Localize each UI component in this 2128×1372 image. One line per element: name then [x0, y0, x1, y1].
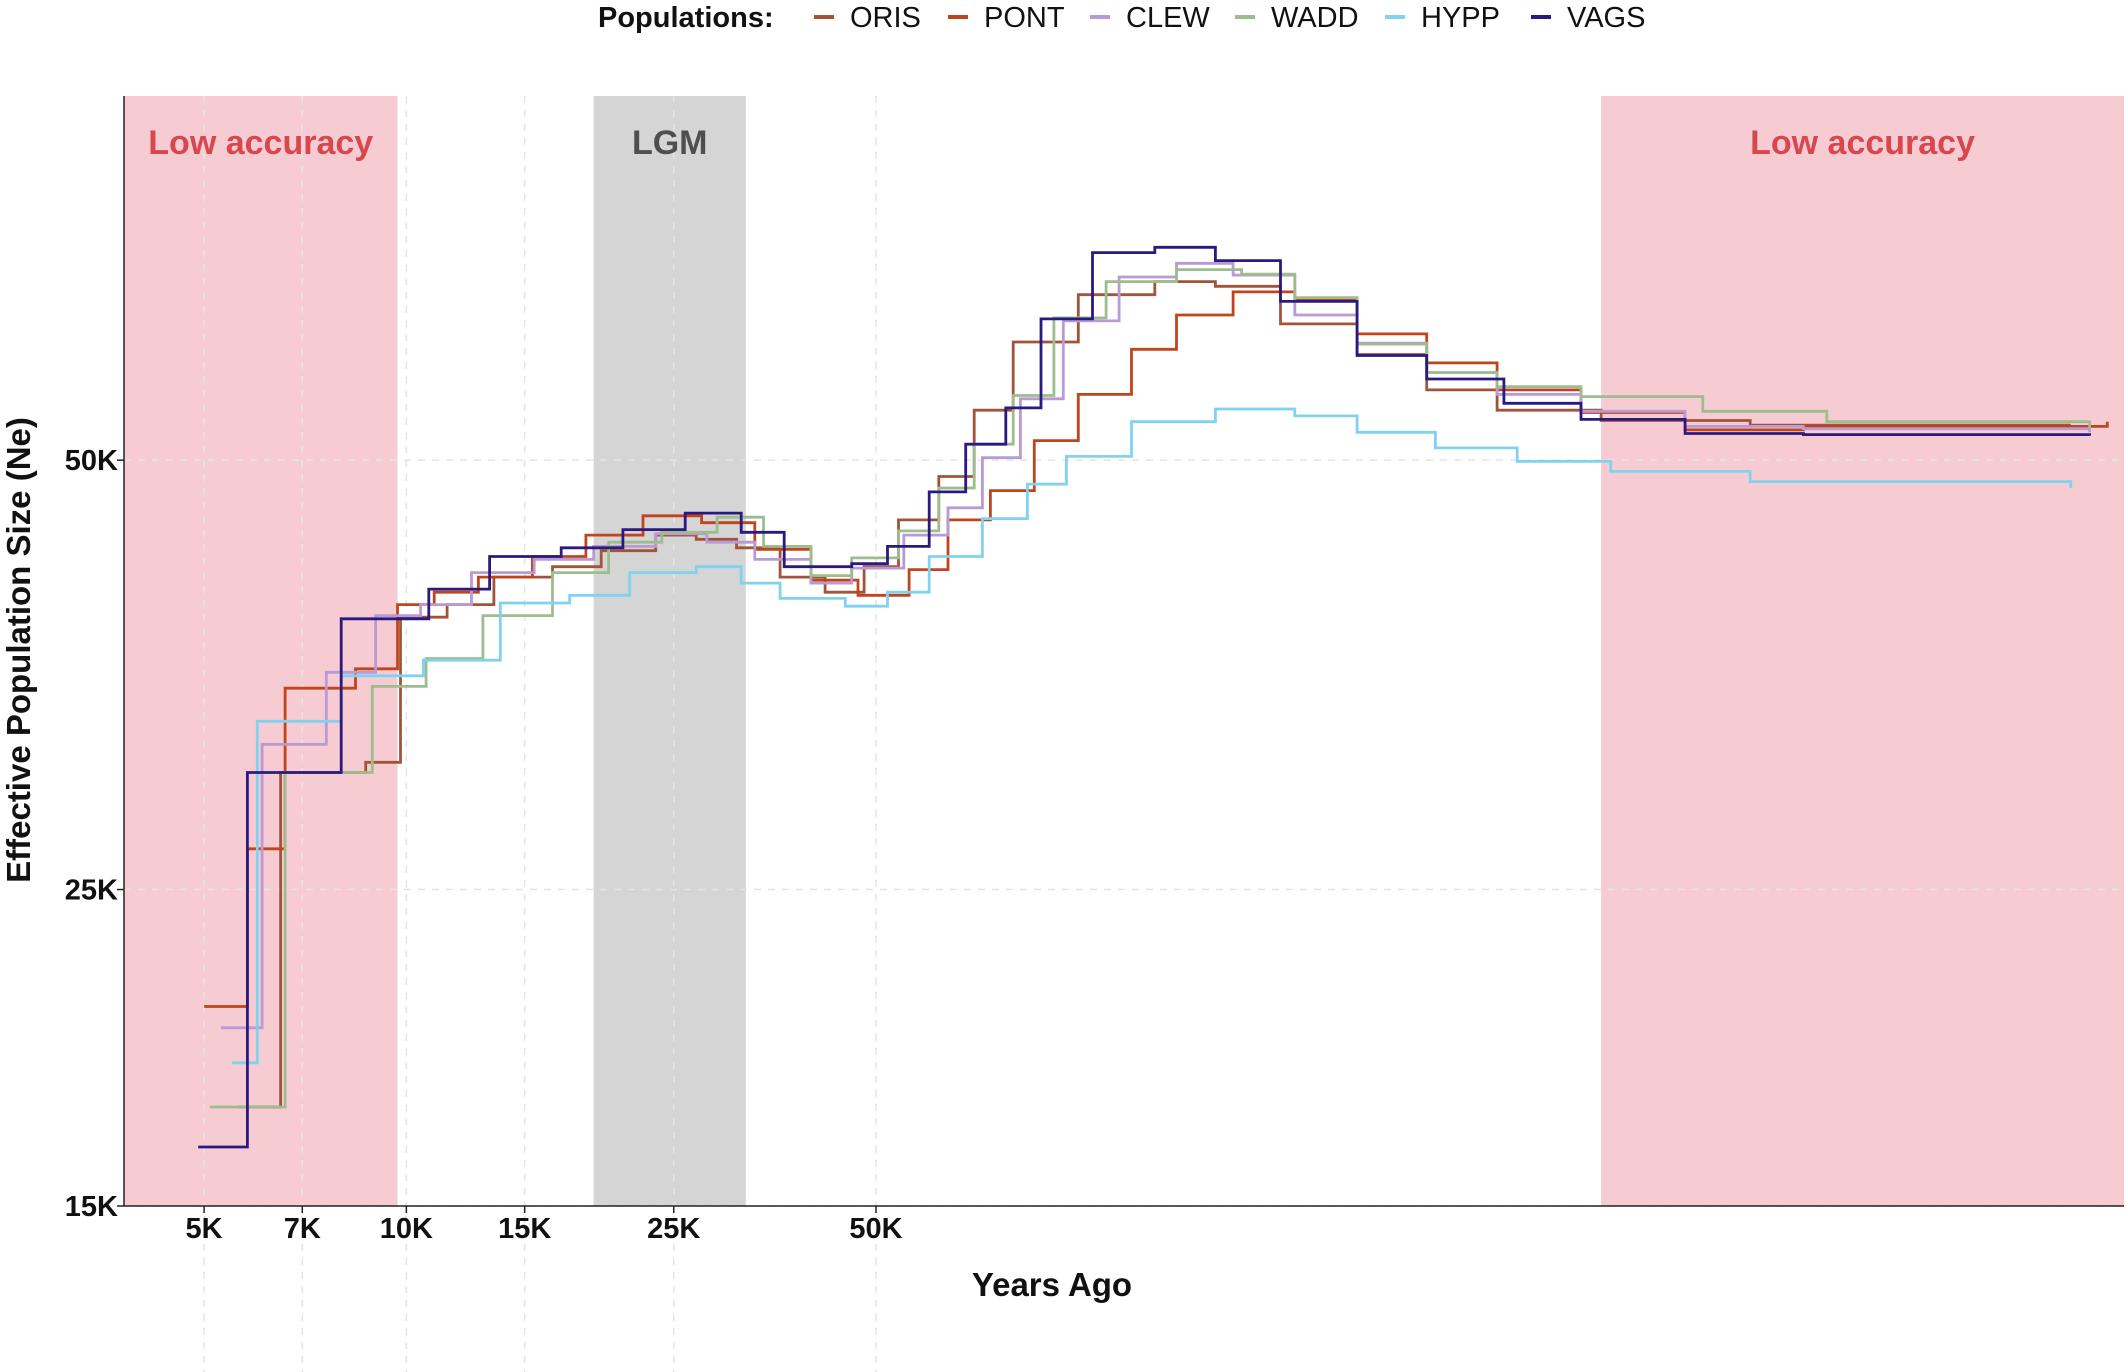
- axes: [123, 96, 2124, 1207]
- shaded-region-label-0: Low accuracy: [148, 124, 373, 162]
- y-axis-title: Effective Population Size (Ne): [0, 417, 37, 883]
- shaded-region-label-1: LGM: [632, 124, 708, 162]
- shaded-regions: [124, 96, 2124, 1206]
- legend: Populations: ORIS PONT CLEW WADD HYPP VAGS: [598, 2, 1645, 34]
- legend-label-wadd: WADD: [1271, 2, 1359, 34]
- shaded-region-labels: Low accuracy LGM Low accuracy: [148, 124, 1975, 162]
- x-tick-label: 10K: [380, 1213, 433, 1245]
- legend-label-clew: CLEW: [1126, 2, 1210, 34]
- series-line-hypp: [231, 407, 2073, 1065]
- shaded-region-1: [593, 96, 746, 1206]
- series-line-wadd: [209, 268, 2091, 1109]
- legend-label-oris: ORIS: [850, 2, 921, 34]
- y-tick-label: 15K: [65, 1191, 118, 1223]
- x-tick-label: 50K: [849, 1213, 902, 1245]
- x-tick-label: 15K: [498, 1213, 551, 1245]
- legend-title: Populations:: [598, 2, 774, 34]
- shaded-region-0: [124, 96, 398, 1206]
- x-tick-label: 25K: [647, 1213, 700, 1245]
- series-lines: [198, 245, 2109, 1149]
- series-line-vags: [198, 245, 2091, 1149]
- legend-label-pont: PONT: [984, 2, 1065, 34]
- shaded-region-2: [1601, 96, 2124, 1206]
- x-tick-label: 5K: [186, 1213, 223, 1245]
- y-tick-label: 25K: [65, 875, 118, 907]
- x-tick-label: 7K: [284, 1213, 321, 1245]
- shaded-region-label-2: Low accuracy: [1750, 124, 1975, 162]
- tick-labels: 5K 7K 10K 15K 25K 50K 15K 25K 50K: [65, 445, 903, 1245]
- y-tick-label: 50K: [65, 445, 118, 477]
- legend-label-vags: VAGS: [1567, 2, 1645, 34]
- x-axis-title: Years Ago: [972, 1266, 1132, 1303]
- series-line-pont: [204, 290, 2109, 1008]
- legend-label-hypp: HYPP: [1421, 2, 1500, 34]
